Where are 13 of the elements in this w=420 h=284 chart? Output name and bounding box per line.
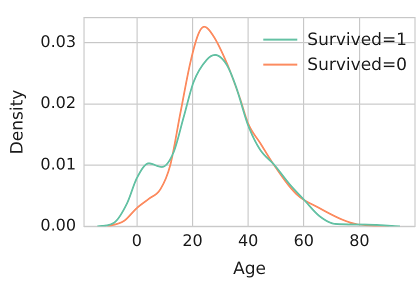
y-axis-title: Density [8,90,28,154]
y-tick-label: 0.00 [40,216,76,235]
x-axis-title: Age [233,259,266,280]
legend-label: Survived=1 [307,30,408,50]
x-tick-label: 0 [132,231,142,250]
x-tick-label: 60 [294,231,314,250]
y-tick-label: 0.03 [40,32,76,51]
y-tick-label: 0.02 [40,93,76,112]
x-tick-label: 80 [349,231,370,250]
x-tick-label: 40 [238,231,258,250]
legend-label: Survived=0 [307,55,408,76]
y-tick-label: 0.01 [40,154,76,174]
x-tick-label: 20 [182,231,203,250]
